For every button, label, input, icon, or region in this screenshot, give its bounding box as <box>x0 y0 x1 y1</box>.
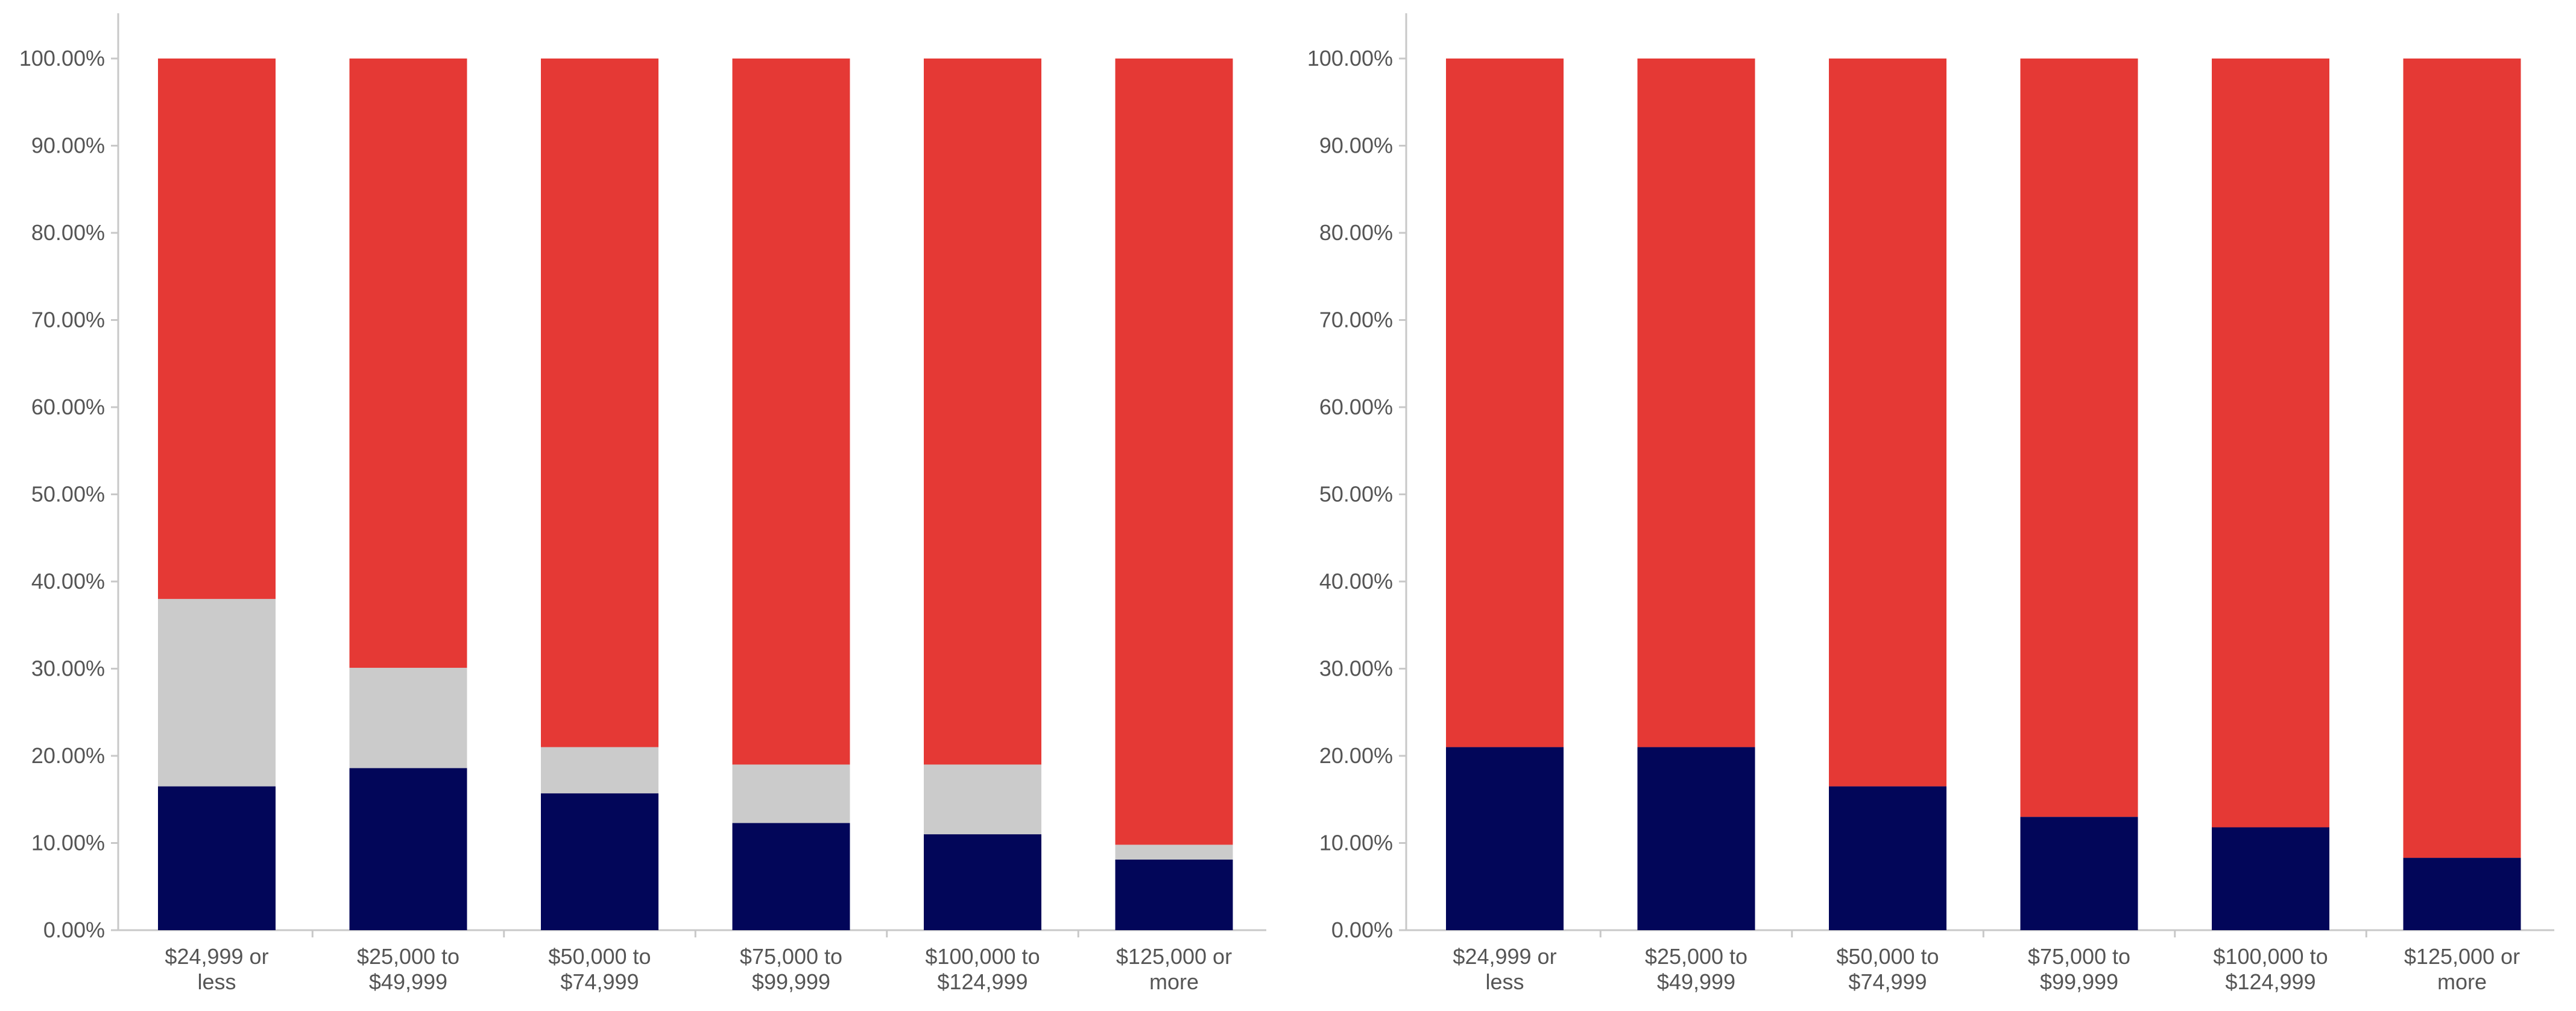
bar-segment <box>1637 747 1755 930</box>
x-tick-label: $125,000 or more <box>2404 944 2520 994</box>
bar-segment <box>541 59 658 747</box>
bar-segment <box>2212 59 2329 828</box>
y-tick-label: 50.00% <box>31 482 105 507</box>
bar-segment <box>732 59 850 765</box>
bar-segment <box>924 764 1041 835</box>
y-tick-label: 30.00% <box>31 656 105 681</box>
bar-segment <box>1115 859 1233 930</box>
chart-left: 0.00% 10.00% 20.00% 30.00% 40.00% 50.00% 60.00… <box>19 13 1266 994</box>
y-tick-label: 70.00% <box>31 308 105 332</box>
bar-segment <box>541 793 658 930</box>
y-tick-label: 40.00% <box>1319 569 1393 594</box>
y-tick-label: 90.00% <box>1319 133 1393 158</box>
y-tick-label: 20.00% <box>1319 743 1393 768</box>
y-tick-label: 80.00% <box>1319 220 1393 245</box>
x-tick-label: $24,999 or less <box>1453 944 1556 994</box>
y-tick-label: 50.00% <box>1319 482 1393 507</box>
y-tick-label: 100.00% <box>19 46 105 71</box>
bar-segment <box>1637 59 1755 747</box>
y-tick-label: 10.00% <box>31 831 105 855</box>
bar-segment <box>2403 858 2521 930</box>
y-tick-label: 20.00% <box>31 743 105 768</box>
x-tick-label: $50,000 to $74,999 <box>1836 944 1939 994</box>
x-tick-label: $50,000 to $74,999 <box>548 944 651 994</box>
bar-segment <box>2020 59 2138 817</box>
bar-segment <box>349 768 467 930</box>
x-tick-label: $25,000 to $49,999 <box>1645 944 1747 994</box>
x-tick-label: $125,000 or more <box>1116 944 1232 994</box>
bar-segment <box>924 834 1041 930</box>
x-tick-label: $100,000 to $124,999 <box>2213 944 2328 994</box>
y-tick-label: 30.00% <box>1319 656 1393 681</box>
bar-segment <box>732 764 850 823</box>
chart-right: 0.00% 10.00% 20.00% 30.00% 40.00% 50.00% 60.00… <box>1307 13 2554 994</box>
bar-segment <box>732 823 850 930</box>
y-tick-label: 10.00% <box>1319 831 1393 855</box>
bar-segment <box>158 598 276 787</box>
y-tick-label: 100.00% <box>1307 46 1393 71</box>
bar-segment <box>541 747 658 794</box>
bar-segment <box>1115 59 1233 845</box>
bar-segment <box>1446 59 1564 747</box>
y-tick-label: 40.00% <box>31 569 105 594</box>
bar-segment <box>1115 845 1233 860</box>
bar-segment <box>2020 817 2138 930</box>
bar-segment <box>1446 747 1564 930</box>
x-tick-label: $25,000 to $49,999 <box>357 944 459 994</box>
y-tick-label: 70.00% <box>1319 308 1393 332</box>
y-tick-label: 90.00% <box>31 133 105 158</box>
bar-segment <box>349 59 467 668</box>
bar-segment <box>2403 59 2521 858</box>
bar-segment <box>2212 827 2329 930</box>
x-tick-label: $75,000 to $99,999 <box>740 944 842 994</box>
bar-segment <box>1829 786 1946 930</box>
bar-segment <box>158 59 276 599</box>
bar-segment <box>1829 59 1946 787</box>
bar-segment <box>158 786 276 930</box>
x-tick-label: $75,000 to $99,999 <box>2028 944 2130 994</box>
bar-segment <box>924 59 1041 765</box>
y-tick-label: 80.00% <box>31 220 105 245</box>
bar-segment <box>349 668 467 769</box>
y-tick-label: 60.00% <box>1319 395 1393 419</box>
x-tick-label: $100,000 to $124,999 <box>925 944 1040 994</box>
x-tick-label: $24,999 or less <box>165 944 268 994</box>
y-tick-label: 0.00% <box>43 918 105 942</box>
y-tick-label: 0.00% <box>1331 918 1393 942</box>
y-tick-label: 60.00% <box>31 395 105 419</box>
